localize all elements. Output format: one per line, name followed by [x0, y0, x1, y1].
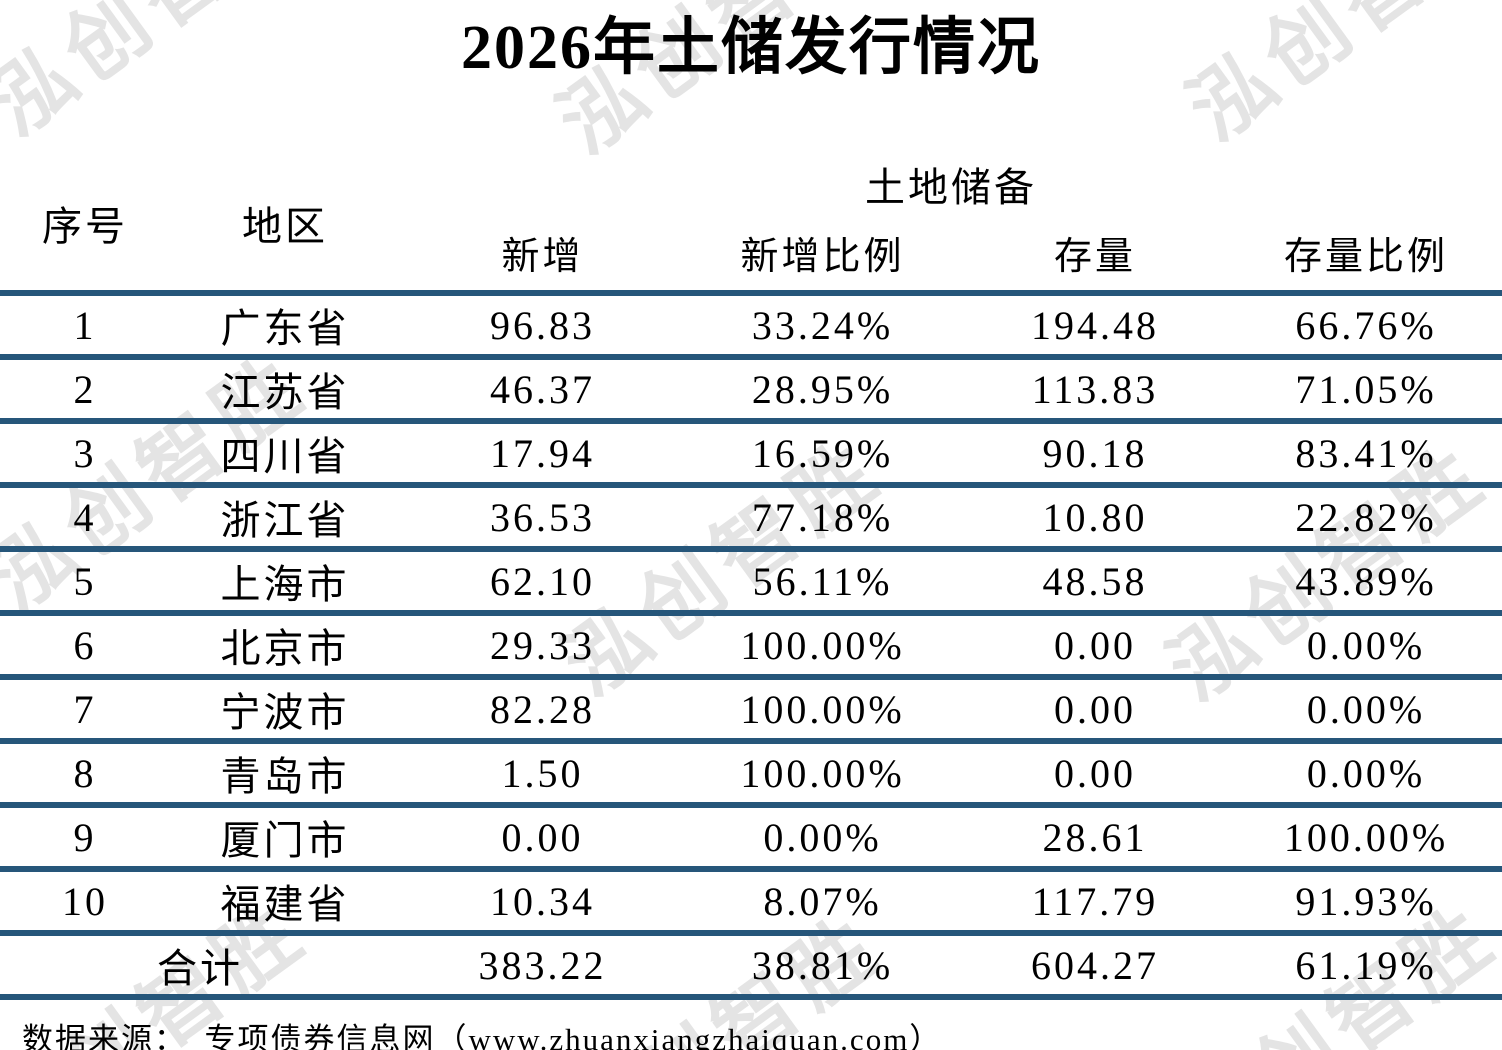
col-header-new: 新增	[400, 213, 685, 296]
cell-region: 厦门市	[170, 805, 400, 872]
cell-index: 9	[0, 805, 170, 872]
total-row: 合计 383.22 38.81% 604.27 61.19%	[0, 933, 1502, 1000]
cell-stock: 90.18	[960, 421, 1230, 488]
cell-stock: 28.61	[960, 805, 1230, 872]
cell-index: 10	[0, 869, 170, 936]
data-source: 数据来源： 专项债券信息网（www.zhuanxiangzhaiquan.com…	[22, 1022, 943, 1050]
cell-stock: 194.48	[960, 293, 1230, 360]
cell-new-ratio: 8.07%	[685, 869, 960, 936]
cell-stock: 48.58	[960, 549, 1230, 616]
cell-stock-ratio: 100.00%	[1230, 805, 1502, 872]
cell-stock: 0.00	[960, 741, 1230, 808]
cell-new-ratio: 0.00%	[685, 805, 960, 872]
total-label: 合计	[0, 933, 400, 1000]
cell-new-ratio: 16.59%	[685, 421, 960, 488]
table-row: 7 宁波市 82.28 100.00% 0.00 0.00%	[0, 677, 1502, 744]
cell-region: 北京市	[170, 613, 400, 680]
cell-index: 7	[0, 677, 170, 744]
cell-new: 0.00	[400, 805, 685, 872]
cell-index: 1	[0, 293, 170, 360]
cell-new-ratio: 100.00%	[685, 613, 960, 680]
table-row: 2 江苏省 46.37 28.95% 113.83 71.05%	[0, 357, 1502, 424]
cell-new-ratio: 56.11%	[685, 549, 960, 616]
table-row: 3 四川省 17.94 16.59% 90.18 83.41%	[0, 421, 1502, 488]
cell-stock: 0.00	[960, 613, 1230, 680]
table-row: 9 厦门市 0.00 0.00% 28.61 100.00%	[0, 805, 1502, 872]
cell-stock-ratio: 43.89%	[1230, 549, 1502, 616]
col-header-stock-ratio: 存量比例	[1230, 213, 1502, 296]
cell-new: 62.10	[400, 549, 685, 616]
col-header-index: 序号	[0, 155, 170, 296]
cell-index: 6	[0, 613, 170, 680]
cell-new: 46.37	[400, 357, 685, 424]
cell-region: 宁波市	[170, 677, 400, 744]
cell-new-ratio: 100.00%	[685, 741, 960, 808]
cell-region: 上海市	[170, 549, 400, 616]
cell-new: 17.94	[400, 421, 685, 488]
cell-new: 10.34	[400, 869, 685, 936]
cell-stock-ratio: 61.19%	[1230, 933, 1502, 1000]
cell-new: 96.83	[400, 293, 685, 360]
cell-new: 1.50	[400, 741, 685, 808]
cell-region: 浙江省	[170, 485, 400, 552]
cell-stock-ratio: 91.93%	[1230, 869, 1502, 936]
cell-region: 福建省	[170, 869, 400, 936]
cell-new-ratio: 38.81%	[685, 933, 960, 1000]
cell-stock-ratio: 71.05%	[1230, 357, 1502, 424]
cell-region: 四川省	[170, 421, 400, 488]
cell-index: 3	[0, 421, 170, 488]
cell-new: 36.53	[400, 485, 685, 552]
cell-new: 29.33	[400, 613, 685, 680]
table-row: 8 青岛市 1.50 100.00% 0.00 0.00%	[0, 741, 1502, 808]
col-header-stock: 存量	[960, 213, 1230, 296]
cell-new: 383.22	[400, 933, 685, 1000]
col-header-region: 地区	[170, 155, 400, 296]
table-header: 序号 地区 土地储备 新增 新增比例 存量 存量比例	[0, 155, 1502, 296]
cell-region: 青岛市	[170, 741, 400, 808]
land-reserve-table: 序号 地区 土地储备 新增 新增比例 存量 存量比例 1 广东省 96.83 33.2…	[0, 155, 1502, 1000]
cell-stock-ratio: 0.00%	[1230, 741, 1502, 808]
cell-new: 82.28	[400, 677, 685, 744]
cell-index: 5	[0, 549, 170, 616]
table-row: 5 上海市 62.10 56.11% 48.58 43.89%	[0, 549, 1502, 616]
table-row: 10 福建省 10.34 8.07% 117.79 91.93%	[0, 869, 1502, 936]
cell-stock: 0.00	[960, 677, 1230, 744]
cell-index: 4	[0, 485, 170, 552]
cell-stock-ratio: 0.00%	[1230, 677, 1502, 744]
cell-stock: 10.80	[960, 485, 1230, 552]
page-title: 2026年土储发行情况	[460, 14, 1041, 82]
cell-new-ratio: 100.00%	[685, 677, 960, 744]
table-row: 6 北京市 29.33 100.00% 0.00 0.00%	[0, 613, 1502, 680]
cell-new-ratio: 28.95%	[685, 357, 960, 424]
cell-region: 广东省	[170, 293, 400, 360]
cell-region: 江苏省	[170, 357, 400, 424]
table-body: 1 广东省 96.83 33.24% 194.48 66.76% 2 江苏省 46.37 28.9…	[0, 293, 1502, 1000]
col-group-header-land-reserve: 土地储备	[865, 165, 1037, 210]
table-row: 1 广东省 96.83 33.24% 194.48 66.76%	[0, 293, 1502, 360]
cell-stock: 117.79	[960, 869, 1230, 936]
col-header-new-ratio: 新增比例	[685, 213, 960, 296]
cell-index: 2	[0, 357, 170, 424]
cell-stock-ratio: 83.41%	[1230, 421, 1502, 488]
cell-stock-ratio: 0.00%	[1230, 613, 1502, 680]
cell-stock-ratio: 66.76%	[1230, 293, 1502, 360]
cell-stock-ratio: 22.82%	[1230, 485, 1502, 552]
cell-stock: 604.27	[960, 933, 1230, 1000]
cell-index: 8	[0, 741, 170, 808]
cell-new-ratio: 33.24%	[685, 293, 960, 360]
table-row: 4 浙江省 36.53 77.18% 10.80 22.82%	[0, 485, 1502, 552]
cell-stock: 113.83	[960, 357, 1230, 424]
cell-new-ratio: 77.18%	[685, 485, 960, 552]
